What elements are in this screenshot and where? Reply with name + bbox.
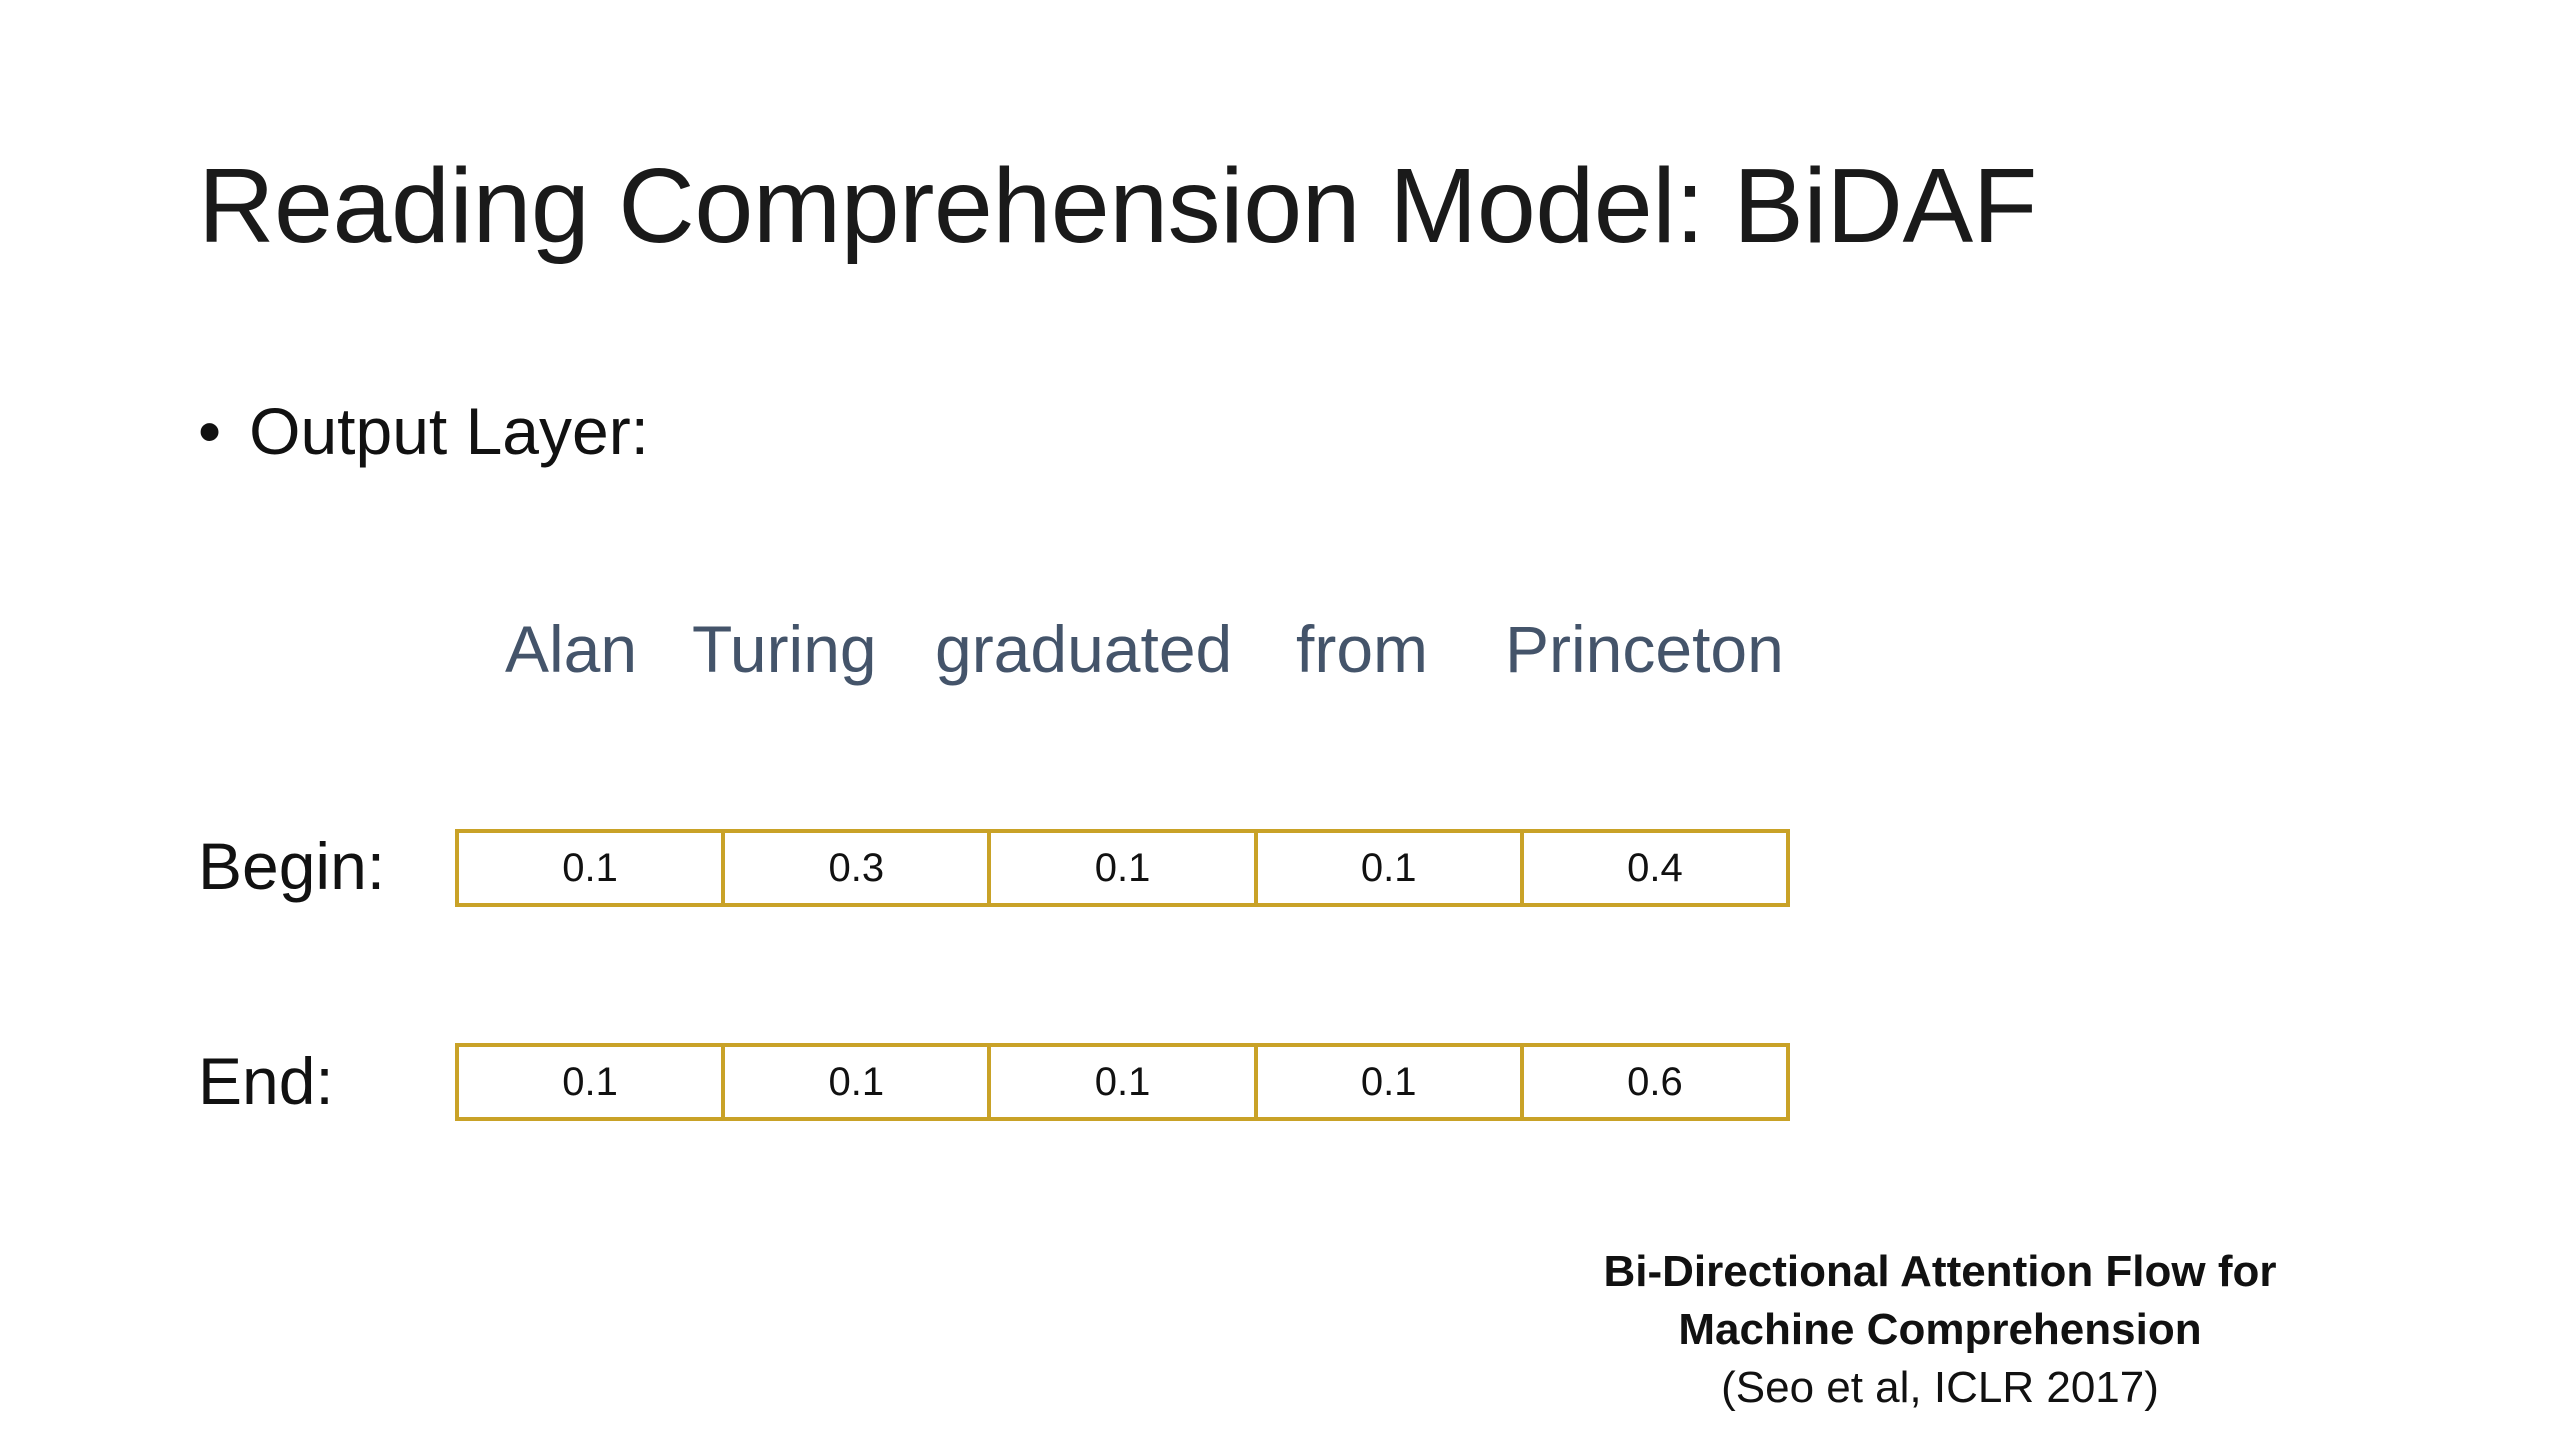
- begin-probability-cell: 0.1: [991, 833, 1258, 903]
- begin-probability-cell: 0.4: [1627, 845, 1683, 890]
- end-probability-cell: 0.6: [1627, 1059, 1683, 1104]
- bullet-item: • Output Layer:: [198, 395, 649, 468]
- bullet-icon: •: [198, 394, 222, 468]
- token: Turing: [692, 612, 877, 686]
- end-probability-cell: 0.1: [459, 1047, 726, 1117]
- begin-probability-cell: 0.1: [1258, 833, 1524, 903]
- token: Alan: [505, 612, 638, 686]
- end-probability-cell: 0.1: [725, 1047, 992, 1117]
- slide-title: Reading Comprehension Model: BiDAF: [198, 147, 2037, 265]
- citation-source: (Seo et al, ICLR 2017): [1721, 1363, 2159, 1412]
- begin-probability-row: 0.1 0.3 0.1 0.1 0.4: [455, 829, 1790, 907]
- context-tokens: Alan Turing graduated from Princeton: [0, 613, 2560, 703]
- bullet-text: Output Layer:: [249, 394, 650, 468]
- begin-label: Begin:: [198, 829, 386, 903]
- end-probability-row: 0.1 0.1 0.1 0.1 0.6: [455, 1043, 1790, 1121]
- begin-probability-cell: 0.1: [459, 833, 726, 903]
- end-probability-cell: 0.1: [1258, 1047, 1524, 1117]
- token: from: [1296, 612, 1428, 686]
- token: graduated: [935, 612, 1233, 686]
- begin-probability-cell: 0.3: [725, 833, 992, 903]
- end-label: End:: [198, 1044, 334, 1118]
- token: Princeton: [1505, 612, 1784, 686]
- end-probability-cell: 0.1: [991, 1047, 1258, 1117]
- citation-title-line1: Bi-Directional Attention Flow for: [1603, 1247, 2277, 1296]
- citation: Bi-Directional Attention Flow for Machin…: [1440, 1243, 2440, 1417]
- citation-title-line2: Machine Comprehension: [1678, 1305, 2202, 1354]
